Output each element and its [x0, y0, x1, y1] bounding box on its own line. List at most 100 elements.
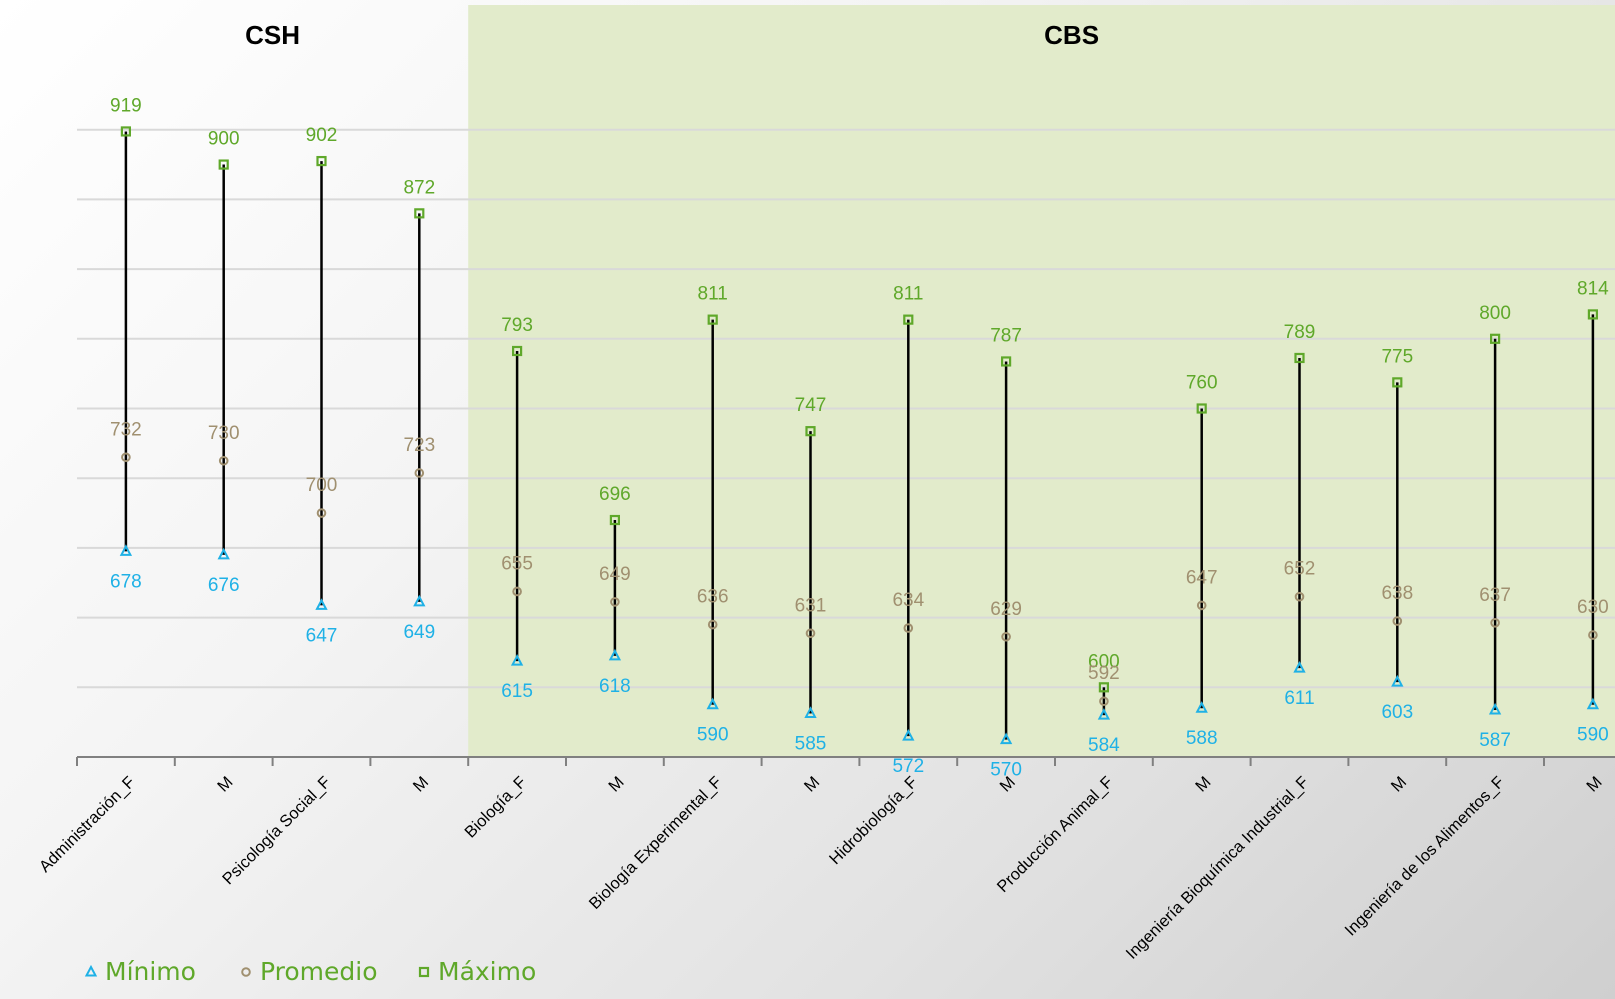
- avg-marker: [1001, 631, 1011, 642]
- avg-value-label: 630: [1577, 597, 1609, 618]
- group-label-csh: CSH: [245, 20, 300, 50]
- category-label: Biología_F: [461, 773, 530, 842]
- avg-marker: [316, 508, 327, 518]
- min-value-label: 615: [501, 681, 533, 702]
- category-label: Ingeniería Bioquímica Industrial_F: [1123, 773, 1313, 963]
- group-label-cbs: CBS: [1044, 20, 1099, 50]
- max-value-label: 919: [110, 95, 142, 116]
- category-label: M: [605, 773, 627, 795]
- legend-label: Mínimo: [105, 957, 196, 986]
- category-label: Biología Experimental_F: [586, 773, 726, 913]
- legend-label: Promedio: [260, 957, 378, 986]
- max-marker: [1098, 682, 1110, 693]
- avg-marker: [1392, 616, 1403, 626]
- max-value-label: 814: [1577, 278, 1609, 299]
- legend-label: Máximo: [438, 957, 536, 986]
- avg-value-label: 629: [990, 599, 1022, 620]
- avg-value-label: 638: [1381, 583, 1413, 604]
- min-value-label: 590: [1577, 725, 1609, 746]
- min-marker: [706, 697, 719, 710]
- category-label: Ingeniería de los Alimentos_F: [1341, 773, 1507, 939]
- max-value-label: 793: [501, 315, 533, 336]
- min-marker: [902, 728, 915, 741]
- min-value-label: 584: [1088, 735, 1120, 756]
- max-value-label: 747: [795, 395, 827, 416]
- category-label: Psicología Social_F: [219, 773, 334, 888]
- avg-value-label: 634: [892, 590, 924, 611]
- category-label: Administración_F: [36, 773, 139, 876]
- legend-marker-max: [418, 966, 430, 978]
- max-value-label: 696: [599, 484, 631, 505]
- min-value-label: 603: [1381, 702, 1413, 723]
- min-value-label: 585: [795, 733, 827, 754]
- min-marker: [1586, 697, 1600, 710]
- max-value-label: 775: [1381, 346, 1413, 367]
- min-marker: [119, 544, 133, 556]
- min-value-label: 588: [1186, 728, 1218, 749]
- avg-value-label: 637: [1479, 585, 1511, 606]
- category-label: M: [214, 773, 236, 795]
- max-value-label: 600: [1088, 651, 1120, 672]
- max-marker: [218, 159, 229, 170]
- max-value-label: 811: [698, 284, 728, 305]
- max-value-label: 760: [1186, 373, 1218, 394]
- max-marker: [414, 208, 425, 219]
- min-value-label: 618: [599, 676, 631, 697]
- min-value-label: 587: [1479, 730, 1511, 751]
- max-marker: [609, 514, 621, 526]
- min-marker: [315, 598, 328, 610]
- category-label: M: [410, 773, 432, 795]
- max-marker: [707, 314, 718, 325]
- avg-marker: [1588, 630, 1598, 640]
- max-value-label: 900: [208, 129, 240, 150]
- max-value-label: 800: [1479, 303, 1511, 324]
- max-value-label: 872: [403, 177, 435, 198]
- min-marker: [510, 654, 524, 666]
- min-marker: [413, 594, 426, 607]
- max-marker: [1587, 309, 1599, 320]
- avg-marker: [121, 452, 131, 463]
- max-marker: [903, 314, 914, 325]
- avg-value-label: 655: [501, 553, 533, 574]
- min-marker: [217, 547, 230, 560]
- avg-value-label: 730: [208, 423, 240, 444]
- legend-marker-avg: [241, 967, 251, 977]
- avg-marker: [1294, 591, 1305, 602]
- max-marker: [1489, 333, 1501, 344]
- avg-value-label: 636: [697, 587, 729, 608]
- avg-marker: [1099, 696, 1109, 707]
- min-marker: [1097, 708, 1111, 720]
- min-marker: [999, 732, 1013, 745]
- category-label: M: [801, 773, 823, 795]
- max-marker: [1294, 352, 1305, 364]
- category-label: Hidrobiología_F: [826, 773, 921, 868]
- group-background-cbs: [468, 5, 1615, 757]
- min-marker: [1391, 674, 1404, 687]
- avg-value-label: 732: [110, 419, 142, 440]
- avg-value-label: 631: [795, 595, 827, 616]
- avg-marker: [610, 597, 620, 607]
- max-marker: [805, 426, 816, 437]
- min-value-label: 590: [697, 725, 729, 746]
- max-marker: [1392, 377, 1403, 388]
- avg-marker: [512, 586, 522, 597]
- avg-value-label: 647: [1186, 567, 1218, 588]
- avg-marker: [218, 455, 229, 466]
- avg-marker: [1196, 600, 1207, 611]
- min-value-label: 647: [306, 625, 338, 646]
- max-marker: [1196, 403, 1207, 414]
- avg-marker: [707, 619, 718, 630]
- min-value-label: 570: [990, 760, 1022, 781]
- min-value-label: 611: [1284, 688, 1314, 709]
- avg-value-label: 652: [1284, 559, 1316, 580]
- category-label: M: [1583, 773, 1605, 795]
- legend-marker-min: [84, 964, 98, 977]
- category-label: M: [1388, 773, 1410, 795]
- max-marker: [511, 345, 523, 357]
- min-marker: [1293, 660, 1306, 673]
- avg-marker: [1490, 618, 1500, 628]
- max-value-label: 789: [1284, 322, 1316, 343]
- max-value-label: 811: [893, 284, 923, 305]
- min-value-label: 649: [403, 622, 435, 643]
